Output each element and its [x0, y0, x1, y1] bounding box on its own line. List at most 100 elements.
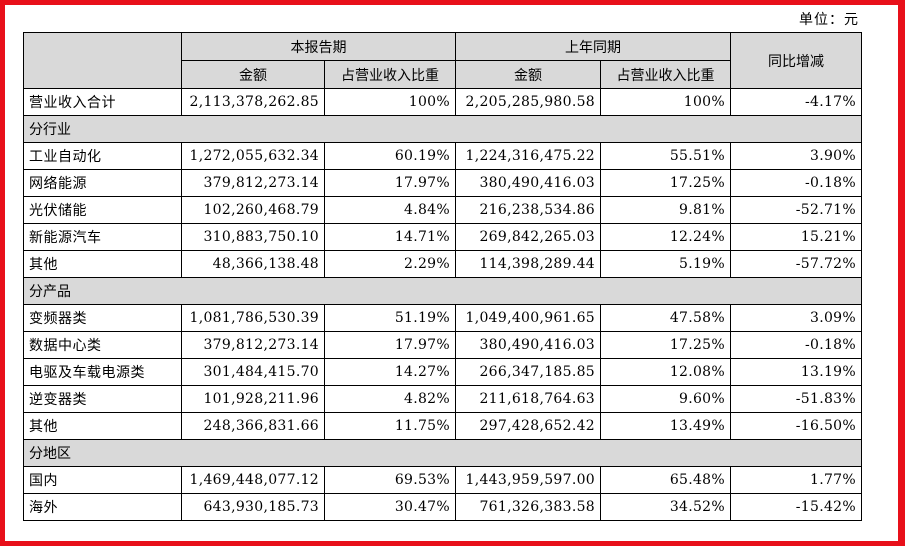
row-label: 海外 [23, 493, 182, 521]
table-row: 国内 1,469,448,077.12 69.53% 1,443,959,597… [23, 466, 862, 494]
cur-amount-cell: 1,469,448,077.12 [181, 466, 325, 494]
row-label: 新能源汽车 [23, 223, 182, 251]
header-row-1: 本报告期 上年同期 同比增减 [23, 32, 862, 89]
section-title: 分地区 [23, 439, 862, 467]
table-row: 其他 48,366,138.48 2.29% 114,398,289.44 5.… [23, 250, 862, 278]
prev-ratio-cell: 17.25% [600, 169, 731, 197]
section-row: 分产品 [23, 277, 862, 305]
cur-amount-cell: 2,113,378,262.85 [181, 88, 325, 116]
header-cur-ratio: 占营业收入比重 [324, 60, 456, 89]
yoy-cell: -0.18% [730, 331, 862, 359]
cur-amount-cell: 48,366,138.48 [181, 250, 325, 278]
cur-ratio-cell: 11.75% [324, 412, 456, 440]
total-row: 营业收入合计 2,113,378,262.85 100% 2,205,285,9… [23, 88, 862, 116]
row-label: 国内 [23, 466, 182, 494]
table-row: 新能源汽车 310,883,750.10 14.71% 269,842,265.… [23, 223, 862, 251]
cur-amount-cell: 379,812,273.14 [181, 331, 325, 359]
prev-ratio-cell: 17.25% [600, 331, 731, 359]
prev-amount-cell: 380,490,416.03 [455, 331, 601, 359]
cur-ratio-cell: 4.82% [324, 385, 456, 413]
yoy-cell: 15.21% [730, 223, 862, 251]
prev-ratio-cell: 5.19% [600, 250, 731, 278]
section-row: 分行业 [23, 115, 862, 143]
prev-amount-cell: 269,842,265.03 [455, 223, 601, 251]
table-row: 逆变器类 101,928,211.96 4.82% 211,618,764.63… [23, 385, 862, 413]
prev-ratio-cell: 9.81% [600, 196, 731, 224]
cur-ratio-cell: 69.53% [324, 466, 456, 494]
yoy-cell: -52.71% [730, 196, 862, 224]
yoy-cell: -15.42% [730, 493, 862, 521]
cur-amount-cell: 310,883,750.10 [181, 223, 325, 251]
prev-ratio-cell: 13.49% [600, 412, 731, 440]
cur-ratio-cell: 17.97% [324, 331, 456, 359]
cur-amount-cell: 379,812,273.14 [181, 169, 325, 197]
cur-ratio-cell: 4.84% [324, 196, 456, 224]
prev-ratio-cell: 55.51% [600, 142, 731, 170]
prev-amount-cell: 1,443,959,597.00 [455, 466, 601, 494]
section-title: 分产品 [23, 277, 862, 305]
revenue-breakdown-table: 本报告期 上年同期 同比增减 金额 占营业收入比重 金额 占营业收入比重 营业收… [23, 32, 862, 521]
table-row: 变频器类 1,081,786,530.39 51.19% 1,049,400,9… [23, 304, 862, 332]
yoy-cell: 3.09% [730, 304, 862, 332]
prev-ratio-cell: 34.52% [600, 493, 731, 521]
cur-ratio-cell: 30.47% [324, 493, 456, 521]
row-label: 营业收入合计 [23, 88, 182, 116]
cur-ratio-cell: 2.29% [324, 250, 456, 278]
prev-amount-cell: 1,224,316,475.22 [455, 142, 601, 170]
header-cur-amount: 金额 [181, 60, 325, 89]
cur-ratio-cell: 17.97% [324, 169, 456, 197]
row-label: 其他 [23, 250, 182, 278]
yoy-cell: -4.17% [730, 88, 862, 116]
cur-ratio-cell: 60.19% [324, 142, 456, 170]
prev-ratio-cell: 12.24% [600, 223, 731, 251]
table-row: 光伏储能 102,260,468.79 4.84% 216,238,534.86… [23, 196, 862, 224]
prev-ratio-cell: 12.08% [600, 358, 731, 386]
yoy-cell: 3.90% [730, 142, 862, 170]
row-label: 其他 [23, 412, 182, 440]
header-blank-cell [23, 32, 182, 89]
yoy-cell: -0.18% [730, 169, 862, 197]
prev-ratio-cell: 47.58% [600, 304, 731, 332]
cur-amount-cell: 1,081,786,530.39 [181, 304, 325, 332]
section-title: 分行业 [23, 115, 862, 143]
prev-amount-cell: 211,618,764.63 [455, 385, 601, 413]
row-label: 数据中心类 [23, 331, 182, 359]
prev-amount-cell: 266,347,185.85 [455, 358, 601, 386]
header-current-period: 本报告期 [181, 32, 456, 61]
row-label: 电驱及车载电源类 [23, 358, 182, 386]
yoy-cell: 1.77% [730, 466, 862, 494]
unit-label: 单位：元 [799, 12, 859, 28]
table-row: 工业自动化 1,272,055,632.34 60.19% 1,224,316,… [23, 142, 862, 170]
header-prior-period: 上年同期 [455, 32, 731, 61]
prev-amount-cell: 2,205,285,980.58 [455, 88, 601, 116]
cur-amount-cell: 101,928,211.96 [181, 385, 325, 413]
header-yoy: 同比增减 [730, 32, 862, 89]
cur-amount-cell: 301,484,415.70 [181, 358, 325, 386]
prev-ratio-cell: 100% [600, 88, 731, 116]
prev-ratio-cell: 9.60% [600, 385, 731, 413]
prev-amount-cell: 380,490,416.03 [455, 169, 601, 197]
cur-amount-cell: 643,930,185.73 [181, 493, 325, 521]
row-label: 工业自动化 [23, 142, 182, 170]
table-row: 数据中心类 379,812,273.14 17.97% 380,490,416.… [23, 331, 862, 359]
prev-amount-cell: 297,428,652.42 [455, 412, 601, 440]
prev-amount-cell: 1,049,400,961.65 [455, 304, 601, 332]
yoy-cell: -16.50% [730, 412, 862, 440]
cur-ratio-cell: 14.27% [324, 358, 456, 386]
cur-amount-cell: 1,272,055,632.34 [181, 142, 325, 170]
section-row: 分地区 [23, 439, 862, 467]
cur-amount-cell: 248,366,831.66 [181, 412, 325, 440]
table-row: 其他 248,366,831.66 11.75% 297,428,652.42 … [23, 412, 862, 440]
yoy-cell: 13.19% [730, 358, 862, 386]
cur-ratio-cell: 100% [324, 88, 456, 116]
prev-amount-cell: 114,398,289.44 [455, 250, 601, 278]
yoy-cell: -57.72% [730, 250, 862, 278]
cur-amount-cell: 102,260,468.79 [181, 196, 325, 224]
table-row: 电驱及车载电源类 301,484,415.70 14.27% 266,347,1… [23, 358, 862, 386]
prev-ratio-cell: 65.48% [600, 466, 731, 494]
table-row: 网络能源 379,812,273.14 17.97% 380,490,416.0… [23, 169, 862, 197]
row-label: 光伏储能 [23, 196, 182, 224]
yoy-cell: -51.83% [730, 385, 862, 413]
row-label: 网络能源 [23, 169, 182, 197]
cur-ratio-cell: 14.71% [324, 223, 456, 251]
